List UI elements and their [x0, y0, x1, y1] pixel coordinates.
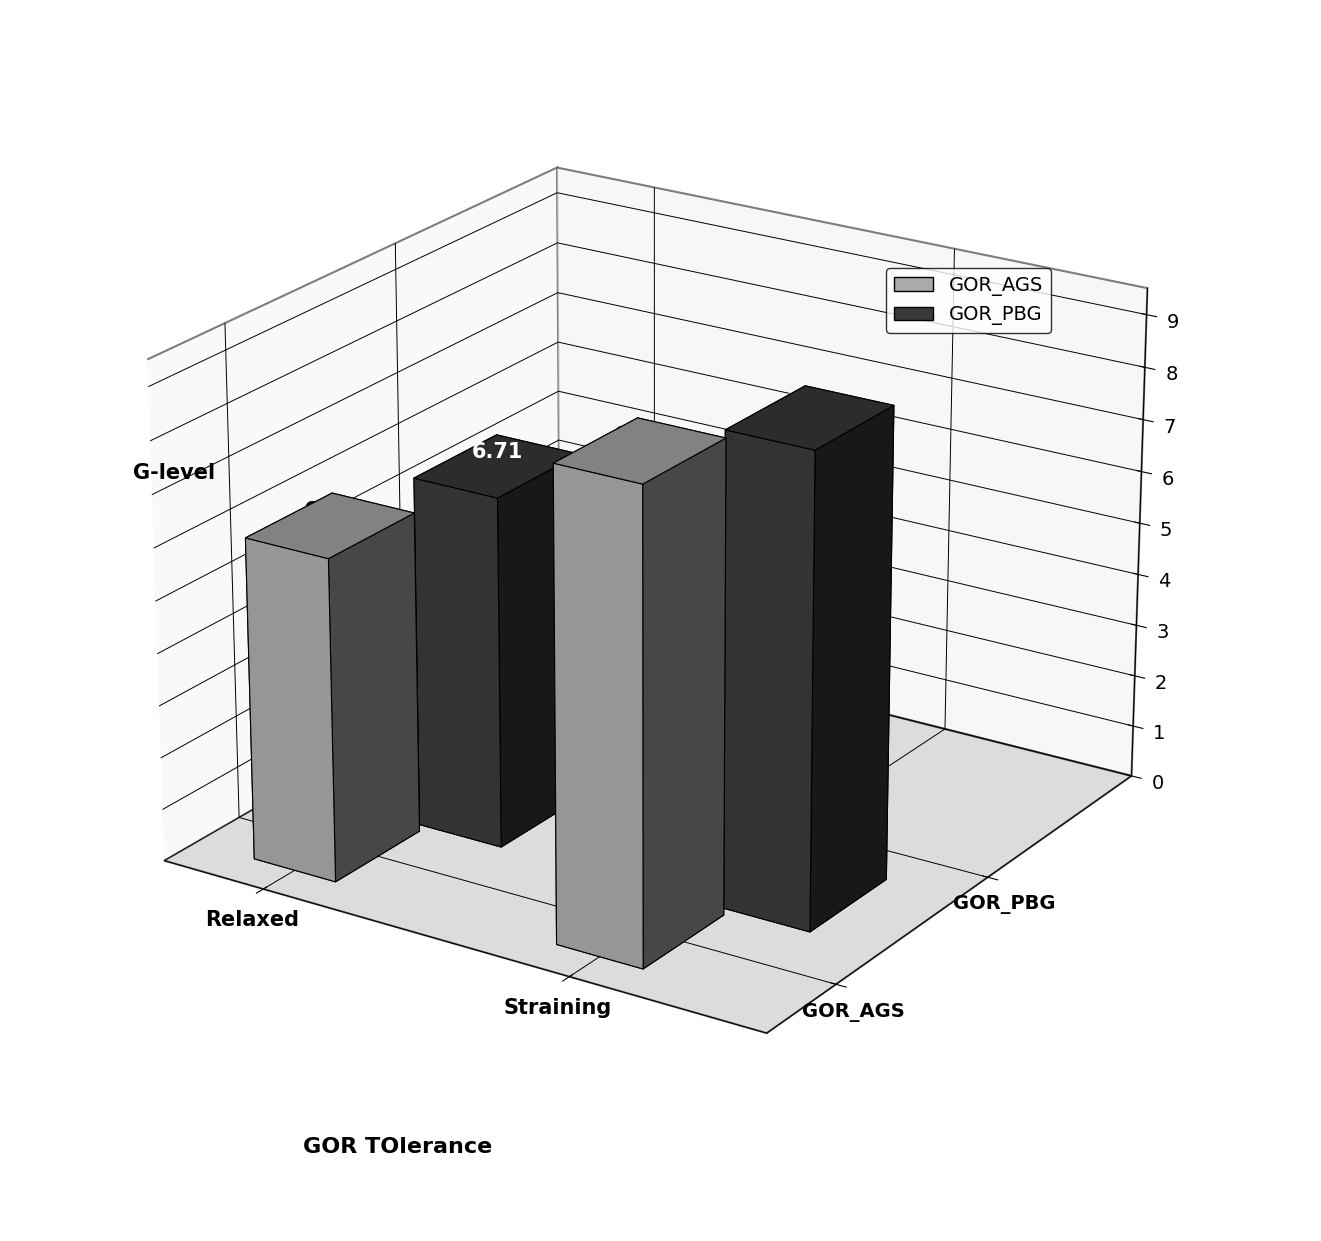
Text: GOR TOlerance: GOR TOlerance [303, 1137, 493, 1157]
Text: G-level: G-level [132, 463, 215, 483]
Legend: GOR_AGS, GOR_PBG: GOR_AGS, GOR_PBG [886, 268, 1050, 333]
